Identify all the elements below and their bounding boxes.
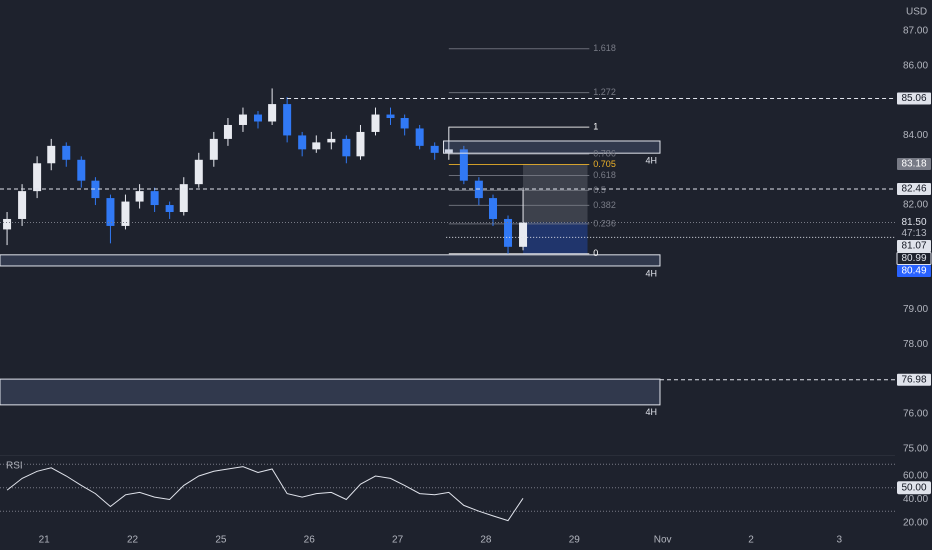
x-tick-label: 2 <box>748 535 754 546</box>
countdown: 47:13 <box>901 228 926 239</box>
candle-body <box>33 163 42 192</box>
candle-body <box>298 135 307 150</box>
candle-body <box>459 149 468 181</box>
candle-body <box>519 222 528 247</box>
candle-body <box>386 114 395 119</box>
x-tick-label: 26 <box>304 535 316 546</box>
candle-body <box>150 191 159 206</box>
candle-body <box>415 128 424 146</box>
candle-body <box>268 104 277 122</box>
price-tag-bg <box>897 373 931 386</box>
zone-label: 4H <box>645 268 657 278</box>
rsi-tag: 50.00 <box>901 482 926 493</box>
candle-body <box>18 191 27 219</box>
y-tick-label: 87.00 <box>903 26 928 37</box>
position-stop <box>523 222 588 254</box>
candle-body <box>62 145 71 160</box>
zone <box>0 378 661 406</box>
candle-body <box>504 218 513 247</box>
candle-body <box>121 201 130 226</box>
candle-body <box>209 138 218 160</box>
y-tick-label: 82.00 <box>903 200 928 211</box>
price-tag-bg <box>897 92 931 105</box>
rsi-tick-label: 20.00 <box>903 518 928 529</box>
candle-body <box>342 138 351 157</box>
rsi-tick-label: 60.00 <box>903 471 928 482</box>
y-tick-label: 76.00 <box>903 409 928 420</box>
price-tag-bg <box>897 157 931 170</box>
fib-label: 1.272 <box>593 87 616 97</box>
x-tick-label: 3 <box>837 535 843 546</box>
candle-body <box>223 124 232 139</box>
price-tag-bg <box>896 251 932 265</box>
main-pane <box>0 48 895 255</box>
x-tick-label: 28 <box>480 535 492 546</box>
price-tag: 80.99 <box>901 253 926 264</box>
price-tag: 83.18 <box>901 159 926 170</box>
candle-body <box>444 149 453 153</box>
candle-body <box>135 191 144 202</box>
fib-label: 0.618 <box>593 170 616 180</box>
zone <box>0 254 661 267</box>
price-tag: 80.49 <box>901 266 926 277</box>
x-tick-label: 25 <box>215 535 227 546</box>
fib-label: 0.5 <box>593 185 606 195</box>
fib-label: 1.618 <box>593 43 616 53</box>
candle-body <box>91 180 100 199</box>
candle-body <box>253 114 262 122</box>
y-tick-label: 84.00 <box>903 130 928 141</box>
x-tick-label: Nov <box>654 535 672 546</box>
zone-label: 4H <box>645 156 657 166</box>
price-tag: 82.46 <box>901 184 926 195</box>
candle-body <box>106 198 115 226</box>
candle-body <box>430 145 439 153</box>
candle-body <box>47 145 56 164</box>
fib-label: 0.705 <box>593 159 616 169</box>
candle-body <box>371 114 380 132</box>
candle-body <box>283 104 292 136</box>
y-tick-label: 75.00 <box>903 443 928 454</box>
zone <box>443 140 661 154</box>
currency: USD <box>906 7 927 18</box>
candle-body <box>179 184 188 213</box>
x-tick-label: 21 <box>39 535 51 546</box>
candle-body <box>238 114 247 125</box>
candle-body <box>356 131 365 157</box>
y-tick-label: 79.00 <box>903 304 928 315</box>
candle-body <box>165 205 174 213</box>
candle-body <box>194 159 203 185</box>
candle-body <box>400 118 409 129</box>
candle-body <box>489 198 498 219</box>
rsi-title: RSI <box>6 461 23 472</box>
fib-label: 1 <box>593 121 598 131</box>
candle-body <box>77 159 86 181</box>
price-tag-bg <box>897 183 931 196</box>
price-tag-bg <box>897 264 931 277</box>
x-tick-label: 27 <box>392 535 404 546</box>
candle-body <box>327 138 336 143</box>
price-tag: 81.50 <box>901 217 926 228</box>
y-tick-label: 86.00 <box>903 60 928 71</box>
fib-label: 0.786 <box>593 149 616 159</box>
x-tick-label: 22 <box>127 535 139 546</box>
rsi-tag-bg <box>897 481 931 495</box>
rsi-line <box>6 466 524 522</box>
rsi-tick-label: 40.00 <box>903 494 928 505</box>
fib-label: 0 <box>593 248 598 258</box>
position-target <box>523 163 588 223</box>
price-tag: 85.06 <box>901 93 926 104</box>
price-tag: 76.98 <box>901 374 926 385</box>
y-tick-label: 78.00 <box>903 339 928 350</box>
candle-body <box>3 218 12 230</box>
fib-label: 0.236 <box>593 218 616 228</box>
x-tick-label: 29 <box>569 535 581 546</box>
price-tag-bg <box>897 239 931 252</box>
price-tag: 81.07 <box>901 241 926 252</box>
zone-label: 4H <box>645 407 657 417</box>
fib-label: 0.382 <box>593 200 616 210</box>
candle-body <box>312 142 321 150</box>
